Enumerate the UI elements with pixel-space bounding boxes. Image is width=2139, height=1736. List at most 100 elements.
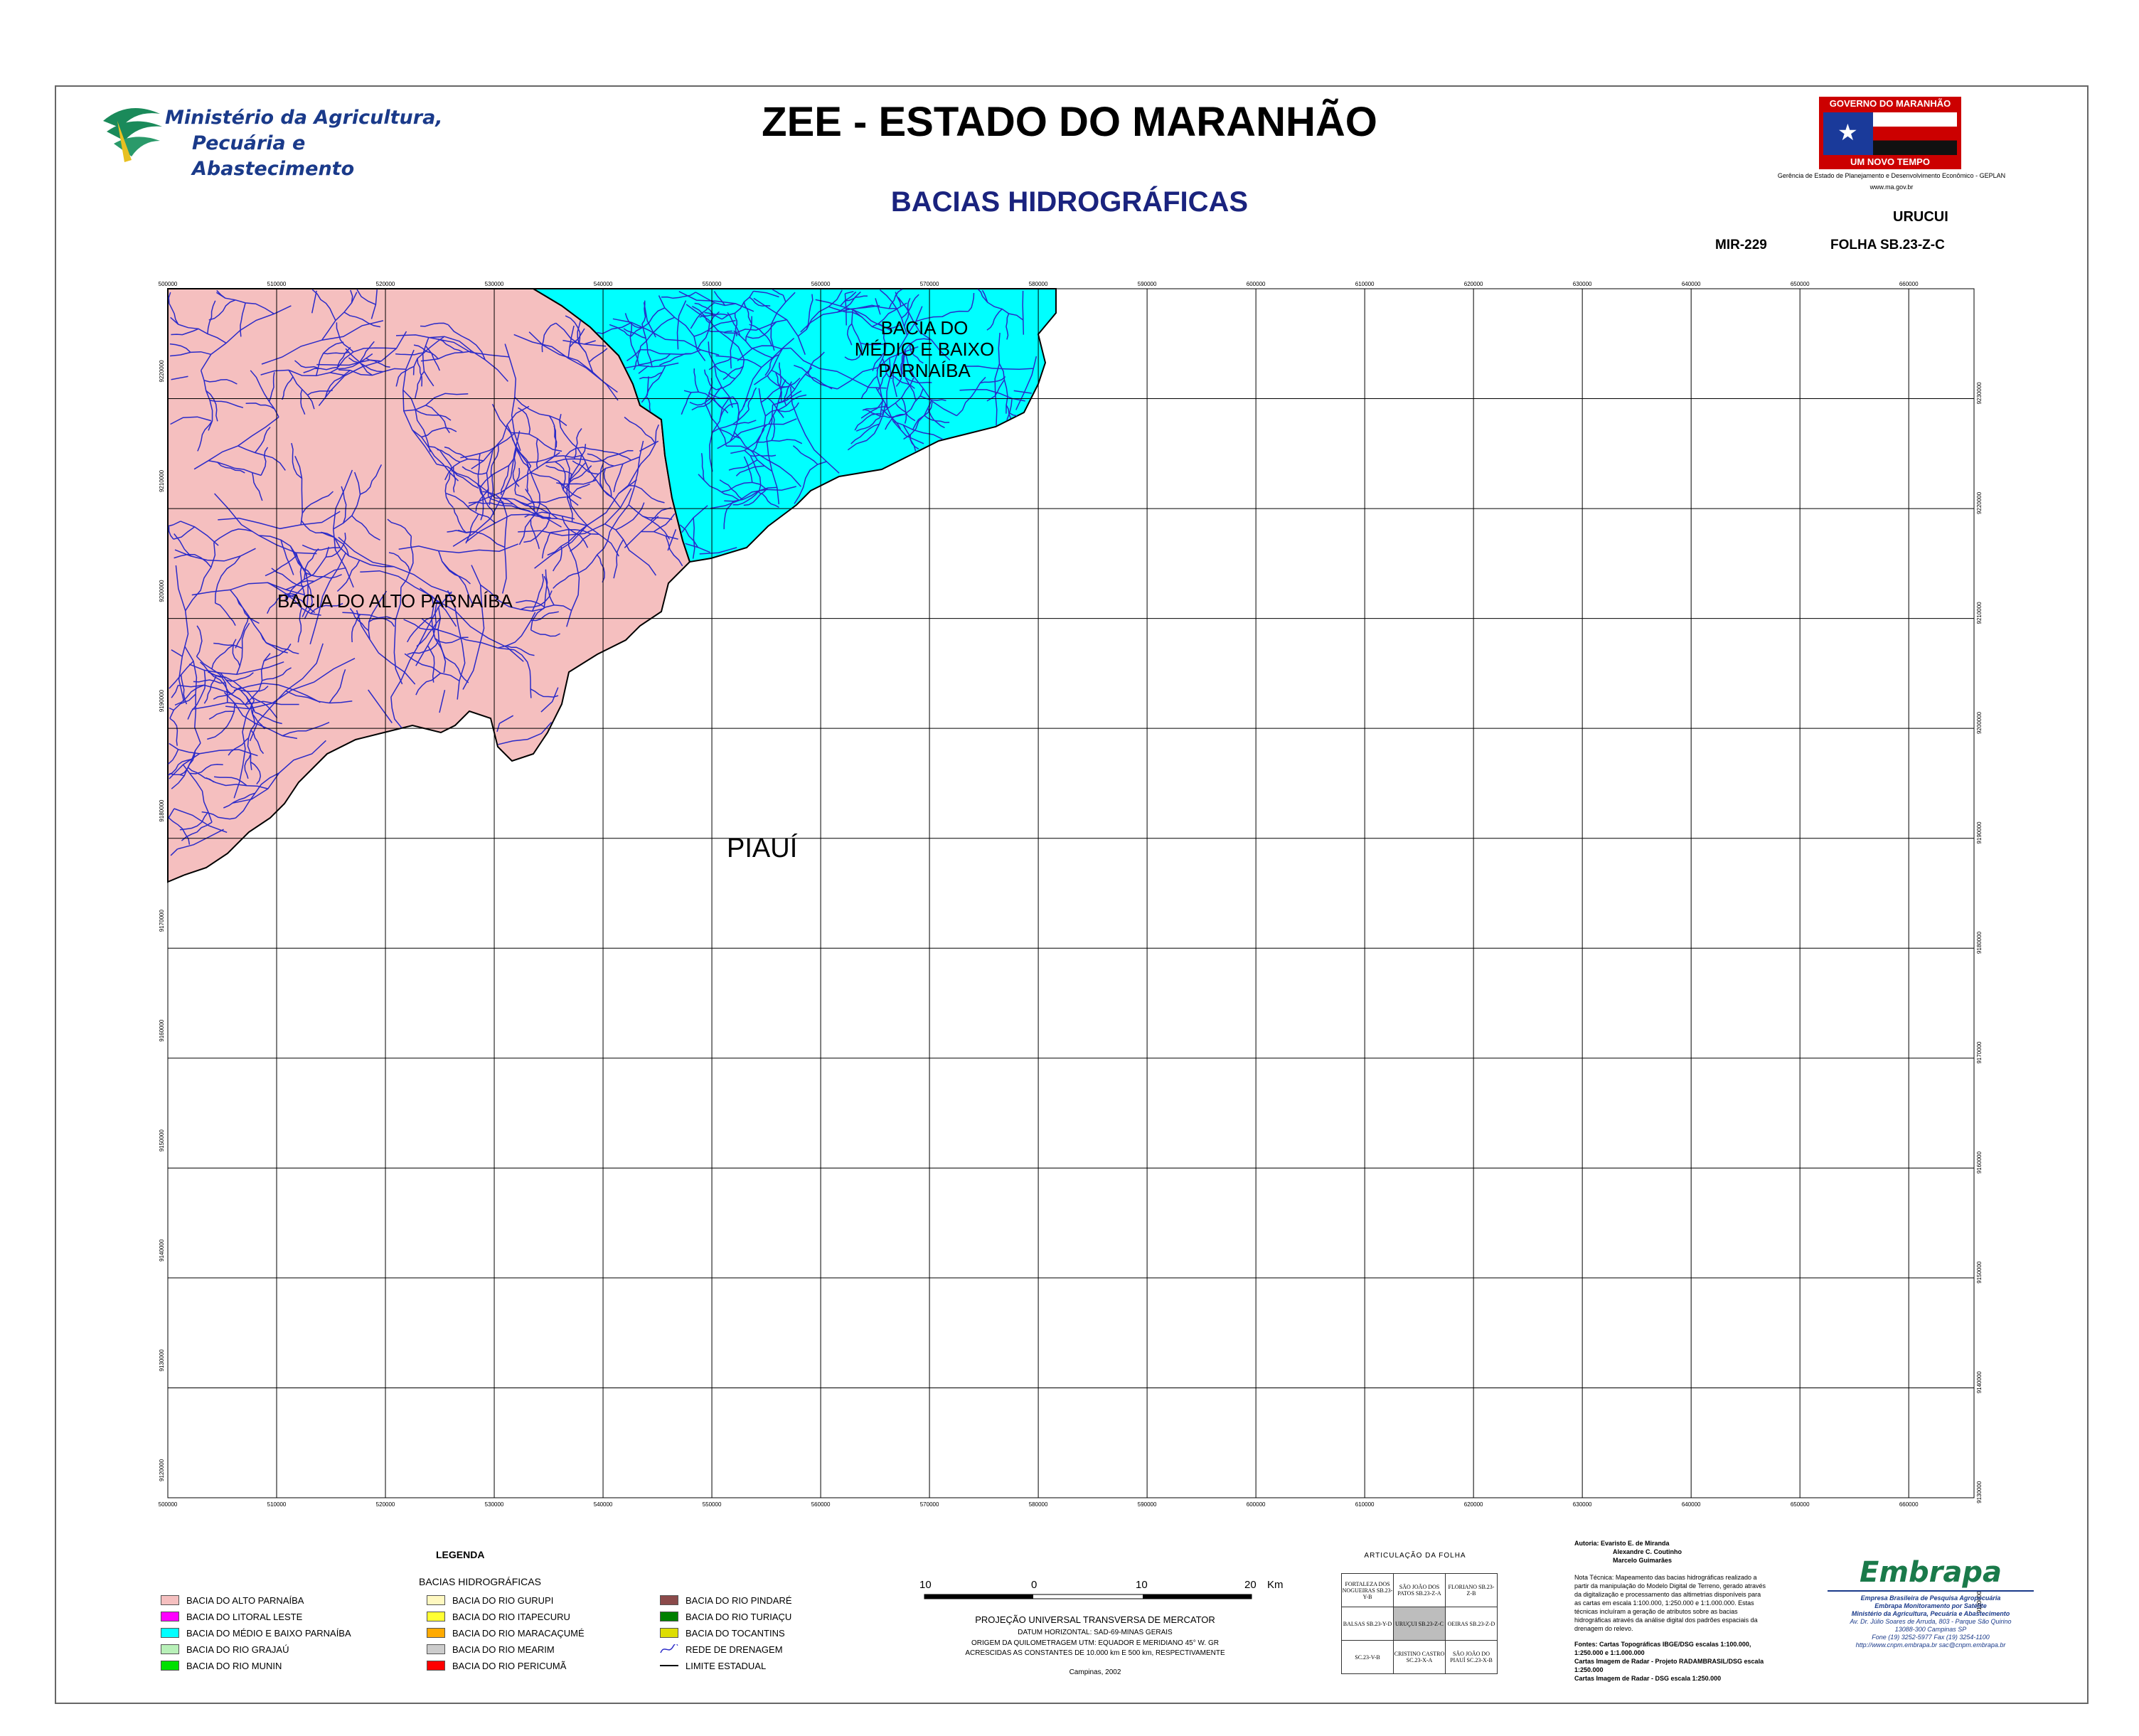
drainage-river (767, 397, 784, 418)
drainage-river (602, 321, 632, 334)
articulation-title: ARTICULAÇÃO DA FOLHA (1364, 1552, 1466, 1560)
drainage-river (708, 341, 733, 408)
drainage-river (416, 617, 441, 647)
drainage-river (981, 296, 1024, 321)
credits-author3: Marcelo Guimarães (1613, 1557, 1673, 1564)
drainage-river (572, 460, 599, 475)
drainage-river (476, 483, 484, 521)
drainage-river (623, 328, 646, 339)
drainage-river (315, 341, 344, 376)
drainage-river (370, 289, 378, 319)
drainage-river (480, 584, 545, 612)
drainage-river (390, 697, 402, 728)
drainage-river (302, 491, 334, 514)
drainage-river (628, 484, 665, 504)
drainage-river (302, 544, 341, 551)
drainage-river (863, 408, 890, 418)
drainage-river (214, 776, 247, 787)
drainage-river (170, 316, 227, 344)
drainage-river (964, 366, 1033, 371)
drainage-river (749, 297, 771, 307)
easting-tick-label-top: 620000 (1464, 281, 1483, 287)
drainage-river (577, 531, 611, 574)
drainage-river (872, 351, 886, 371)
drainage-river (170, 416, 212, 425)
drainage-river (548, 415, 558, 448)
legend-item: BACIA DO RIO GURUPI (427, 1593, 553, 1607)
drainage-river (267, 592, 297, 614)
drainage-river (730, 333, 736, 369)
drainage-river (338, 368, 406, 376)
drainage-river (704, 403, 727, 447)
legend-group-title: BACIAS HIDROGRÁFICAS (419, 1576, 541, 1587)
drainage-river (213, 686, 242, 700)
drainage-river (715, 365, 735, 380)
drainage-river (713, 291, 726, 306)
bacia-alto-parnaiba-region (167, 288, 691, 883)
legend-label: BACIA DO RIO MUNIN (186, 1660, 282, 1671)
articulation-cell: FORTALEZA DOS NOGUEIRAS SB.23-Y-B (1341, 1573, 1394, 1607)
drainage-river (225, 672, 254, 682)
drainage-river (699, 314, 722, 320)
drainage-river (566, 528, 580, 627)
drainage-river (530, 605, 572, 631)
articulation-cell: SÃO JOÃO DO PIAUÍ SC.23-X-B (1445, 1640, 1498, 1674)
drainage-river (206, 777, 268, 789)
drainage-river (400, 536, 414, 588)
drainage-river (208, 459, 262, 476)
credits-sources3: Cartas Imagem de Radar - DSG escala 1:25… (1574, 1675, 1722, 1682)
drainage-river (723, 501, 735, 530)
legend-swatch (427, 1661, 445, 1671)
drainage-river (321, 531, 349, 556)
drainage-river (699, 547, 737, 555)
easting-tick-label-top: 590000 (1138, 281, 1157, 287)
articulation-cell: SC.23-V-B (1341, 1640, 1394, 1674)
scale-label-20: 20 (1244, 1579, 1257, 1591)
drainage-river (179, 811, 209, 831)
drainage-river (905, 376, 932, 383)
label-bacia-alto-parnaiba: BACIA DO ALTO PARNAÍBA (277, 590, 513, 612)
drainage-river (173, 521, 181, 526)
map-neatline (167, 288, 1975, 1498)
legend-title: LEGENDA (436, 1549, 485, 1560)
drainage-river (181, 821, 213, 841)
drainage-river (446, 493, 496, 523)
drainage-river (171, 685, 179, 698)
drainage-river (540, 687, 559, 713)
legend-item: BACIA DO RIO PINDARÉ (660, 1593, 792, 1607)
northing-tick-label-right: 9220000 (1976, 491, 1983, 514)
drainage-river (238, 445, 286, 471)
drainage-river (201, 305, 292, 371)
northing-tick-label-right: 9230000 (1976, 382, 1983, 405)
drainage-river (679, 524, 699, 548)
easting-tick-label-top: 500000 (159, 281, 178, 287)
geplan-line: Gerência de Estado de Planejamento e Des… (1777, 172, 2006, 179)
drainage-river (728, 459, 758, 471)
drainage-river (792, 445, 818, 465)
drainage-river (170, 848, 178, 856)
drainage-river (530, 629, 560, 637)
drainage-river (765, 394, 807, 417)
drainage-river (625, 362, 679, 368)
credits-block: Autoria: Evaristo E. de Miranda Alexandr… (1574, 1539, 1766, 1683)
drainage-river (890, 374, 915, 389)
drainage-river (180, 521, 219, 546)
drainage-river (878, 323, 901, 329)
drainage-river (1006, 405, 1011, 419)
drainage-river (717, 418, 797, 449)
drainage-river (977, 288, 983, 297)
easting-tick-label-bottom: 660000 (1899, 1501, 1919, 1508)
drainage-river (217, 462, 245, 474)
drainage-river (573, 427, 582, 459)
map-sheet-frame (55, 85, 2089, 1704)
drainage-river (545, 464, 572, 474)
drainage-river (387, 518, 412, 537)
drainage-river (168, 524, 174, 527)
drainage-river (565, 456, 588, 526)
drainage-river (244, 753, 252, 779)
drainage-river (215, 292, 274, 314)
drainage-river (403, 619, 439, 631)
drainage-river (676, 300, 687, 350)
drainage-river (258, 535, 308, 576)
